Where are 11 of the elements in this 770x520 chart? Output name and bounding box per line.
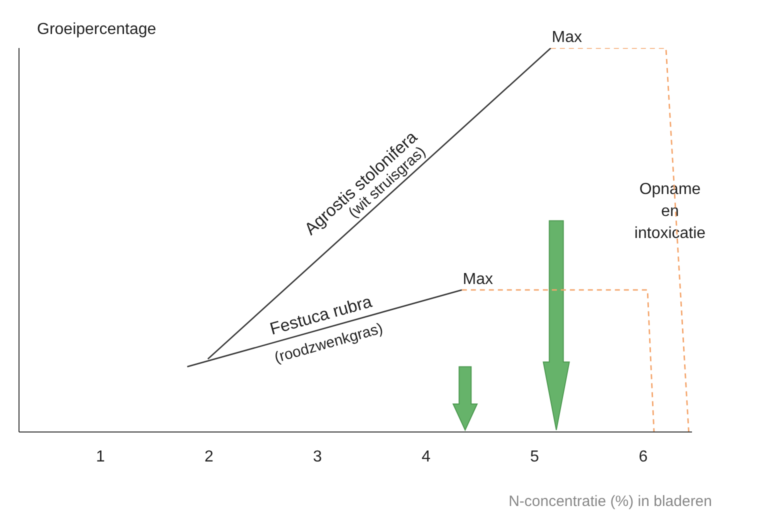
x-tick-label: 3 (313, 448, 322, 466)
x-tick-label: 4 (422, 448, 431, 466)
annotation: Max (462, 270, 493, 288)
x-tick-label: 5 (530, 448, 540, 466)
annotation: Max (552, 29, 582, 46)
annotation: Opname en intoxicatie (634, 180, 706, 242)
x-tick-label: 6 (638, 448, 648, 466)
x-tick-label: 2 (204, 448, 214, 466)
x-tick-label: 1 (96, 448, 105, 466)
x-axis-title: N-concentratie (%) in bladeren (508, 493, 712, 510)
y-axis-title: Groeipercentage (37, 21, 156, 38)
